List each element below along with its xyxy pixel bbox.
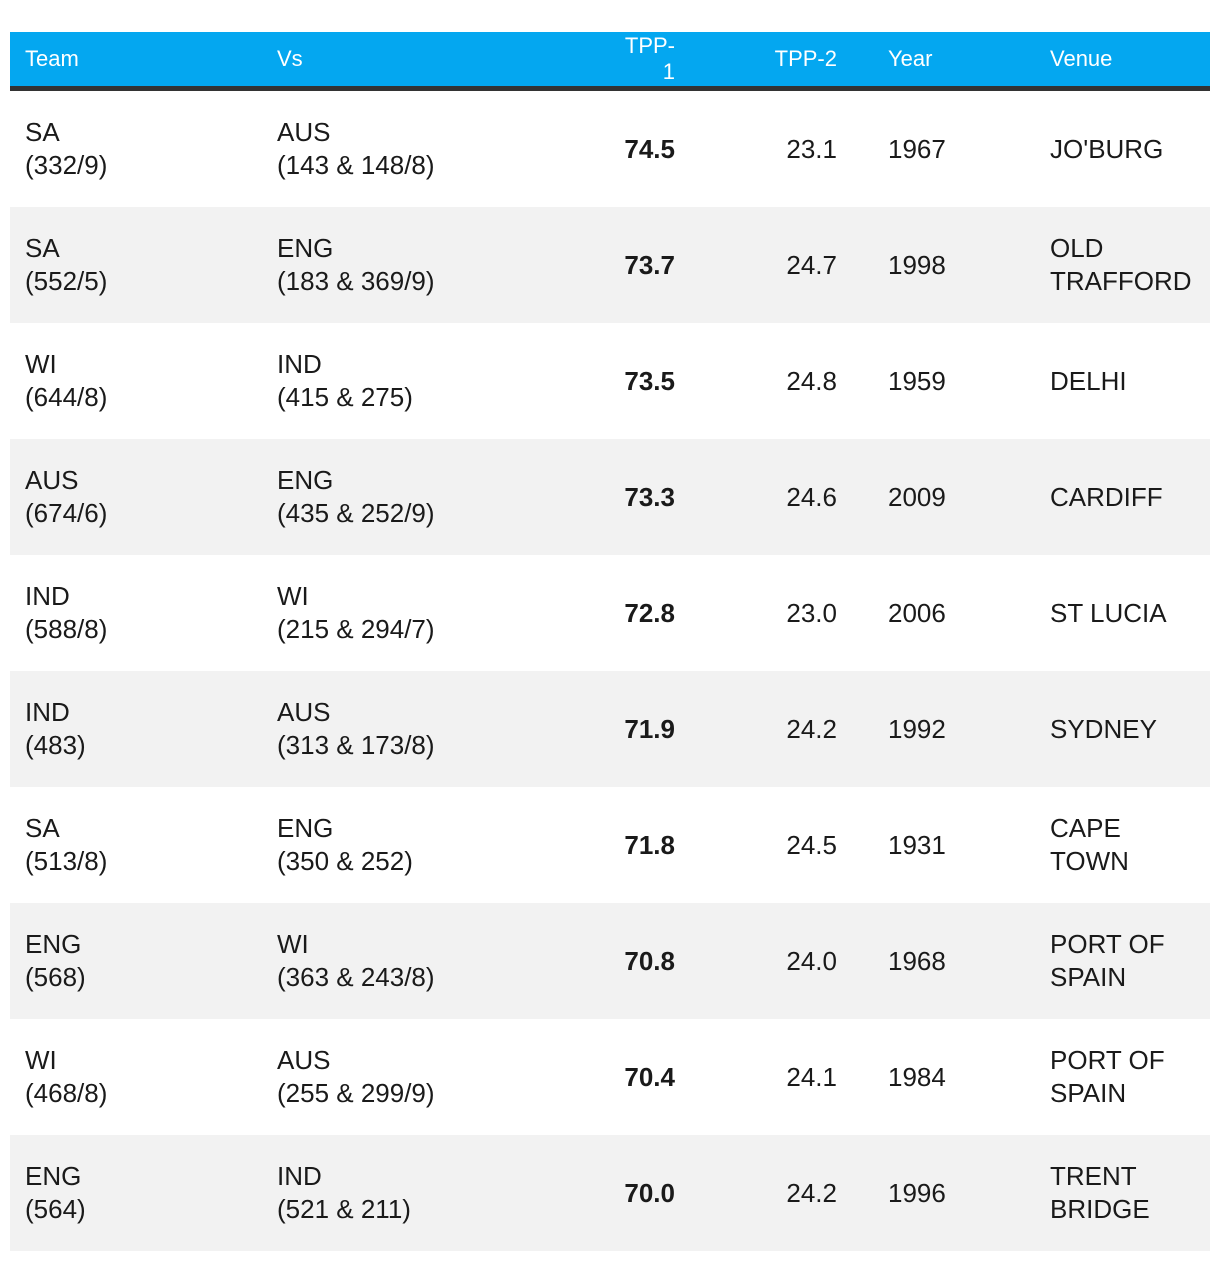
cell-team: IND (588/8) — [25, 581, 108, 644]
column-header-year: Year — [888, 46, 933, 71]
cell-team: WI (644/8) — [25, 349, 108, 412]
cell-year: 2009 — [888, 481, 946, 512]
cell-vs: WI (363 & 243/8) — [277, 929, 435, 992]
table-row: SA (332/9) AUS (143 & 148/8) 74.5 23.1 1… — [10, 91, 1210, 207]
cell-tpp2: 24.8 — [786, 365, 837, 396]
column-header-vs: Vs — [277, 46, 303, 71]
cell-venue: DELHI — [1050, 365, 1127, 396]
cell-venue: SYDNEY — [1050, 713, 1157, 744]
cell-team: AUS (674/6) — [25, 465, 108, 528]
cell-tpp1: 72.8 — [624, 597, 675, 628]
cell-vs: ENG (350 & 252) — [277, 813, 413, 876]
column-header-venue: Venue — [1050, 46, 1113, 71]
table-row: AUS (674/6) ENG (435 & 252/9) 73.3 24.6 … — [10, 439, 1210, 555]
cell-tpp2: 23.0 — [786, 597, 837, 628]
cell-venue: TRENT BRIDGE — [1050, 1161, 1150, 1224]
cell-team: ENG (564) — [25, 1161, 86, 1224]
table-row: WI (468/8) AUS (255 & 299/9) 70.4 24.1 1… — [10, 1019, 1210, 1135]
cell-tpp2: 24.2 — [786, 1177, 837, 1208]
cell-year: 1968 — [888, 945, 946, 976]
cell-tpp2: 24.7 — [786, 249, 837, 280]
table-header-row: Team Vs TPP-1 TPP-2 Year Venue — [10, 32, 1210, 91]
table-row: IND (483) AUS (313 & 173/8) 71.9 24.2 19… — [10, 671, 1210, 787]
cell-tpp1: 70.0 — [624, 1177, 675, 1208]
cell-venue: ST LUCIA — [1050, 597, 1167, 628]
cell-vs: ENG (183 & 369/9) — [277, 233, 435, 296]
cell-venue: CAPE TOWN — [1050, 813, 1129, 876]
cell-tpp2: 24.0 — [786, 945, 837, 976]
cell-tpp1: 73.3 — [624, 481, 675, 512]
cell-tpp1: 73.7 — [624, 249, 675, 280]
cell-tpp1: 74.5 — [624, 133, 675, 164]
cell-year: 1931 — [888, 829, 946, 860]
cell-tpp2: 24.6 — [786, 481, 837, 512]
cell-team: SA (513/8) — [25, 813, 108, 876]
cell-venue: PORT OF SPAIN — [1050, 1045, 1165, 1108]
table-row: ENG (564) IND (521 & 211) 70.0 24.2 1996… — [10, 1135, 1210, 1251]
cell-venue: OLD TRAFFORD — [1050, 233, 1192, 296]
cell-tpp1: 70.8 — [624, 945, 675, 976]
column-header-tpp1: TPP-1 — [624, 33, 675, 84]
cell-vs: AUS (313 & 173/8) — [277, 697, 435, 760]
cell-vs: AUS (255 & 299/9) — [277, 1045, 435, 1108]
cell-year: 2006 — [888, 597, 946, 628]
cell-vs: IND (521 & 211) — [277, 1161, 411, 1224]
cell-year: 1998 — [888, 249, 946, 280]
cell-tpp1: 73.5 — [624, 365, 675, 396]
cell-vs: ENG (435 & 252/9) — [277, 465, 435, 528]
cell-team: SA (332/9) — [25, 117, 108, 180]
cell-team: SA (552/5) — [25, 233, 108, 296]
cell-tpp2: 24.2 — [786, 713, 837, 744]
cell-tpp2: 24.1 — [786, 1061, 837, 1092]
cell-tpp2: 24.5 — [786, 829, 837, 860]
column-header-tpp2: TPP-2 — [774, 46, 837, 71]
cell-year: 1967 — [888, 133, 946, 164]
table-row: ENG (568) WI (363 & 243/8) 70.8 24.0 196… — [10, 903, 1210, 1019]
cell-team: WI (468/8) — [25, 1045, 108, 1108]
cell-tpp2: 23.1 — [786, 133, 837, 164]
cell-year: 1984 — [888, 1061, 946, 1092]
cell-vs: IND (415 & 275) — [277, 349, 413, 412]
table-row: WI (644/8) IND (415 & 275) 73.5 24.8 195… — [10, 323, 1210, 439]
cell-vs: WI (215 & 294/7) — [277, 581, 435, 644]
cell-year: 1992 — [888, 713, 946, 744]
cell-venue: JO'BURG — [1050, 133, 1164, 164]
cell-venue: CARDIFF — [1050, 481, 1163, 512]
cell-year: 1996 — [888, 1177, 946, 1208]
table-row: SA (513/8) ENG (350 & 252) 71.8 24.5 193… — [10, 787, 1210, 903]
cell-vs: AUS (143 & 148/8) — [277, 117, 435, 180]
column-header-team: Team — [25, 46, 79, 71]
cell-team: ENG (568) — [25, 929, 86, 992]
stats-table: Team Vs TPP-1 TPP-2 Year Venue SA (332/9… — [10, 32, 1210, 1251]
cell-tpp1: 71.8 — [624, 829, 675, 860]
table-row: SA (552/5) ENG (183 & 369/9) 73.7 24.7 1… — [10, 207, 1210, 323]
table-row: IND (588/8) WI (215 & 294/7) 72.8 23.0 2… — [10, 555, 1210, 671]
cell-team: IND (483) — [25, 697, 86, 760]
cell-venue: PORT OF SPAIN — [1050, 929, 1165, 992]
cell-tpp1: 70.4 — [624, 1061, 675, 1092]
cell-tpp1: 71.9 — [624, 713, 675, 744]
cell-year: 1959 — [888, 365, 946, 396]
